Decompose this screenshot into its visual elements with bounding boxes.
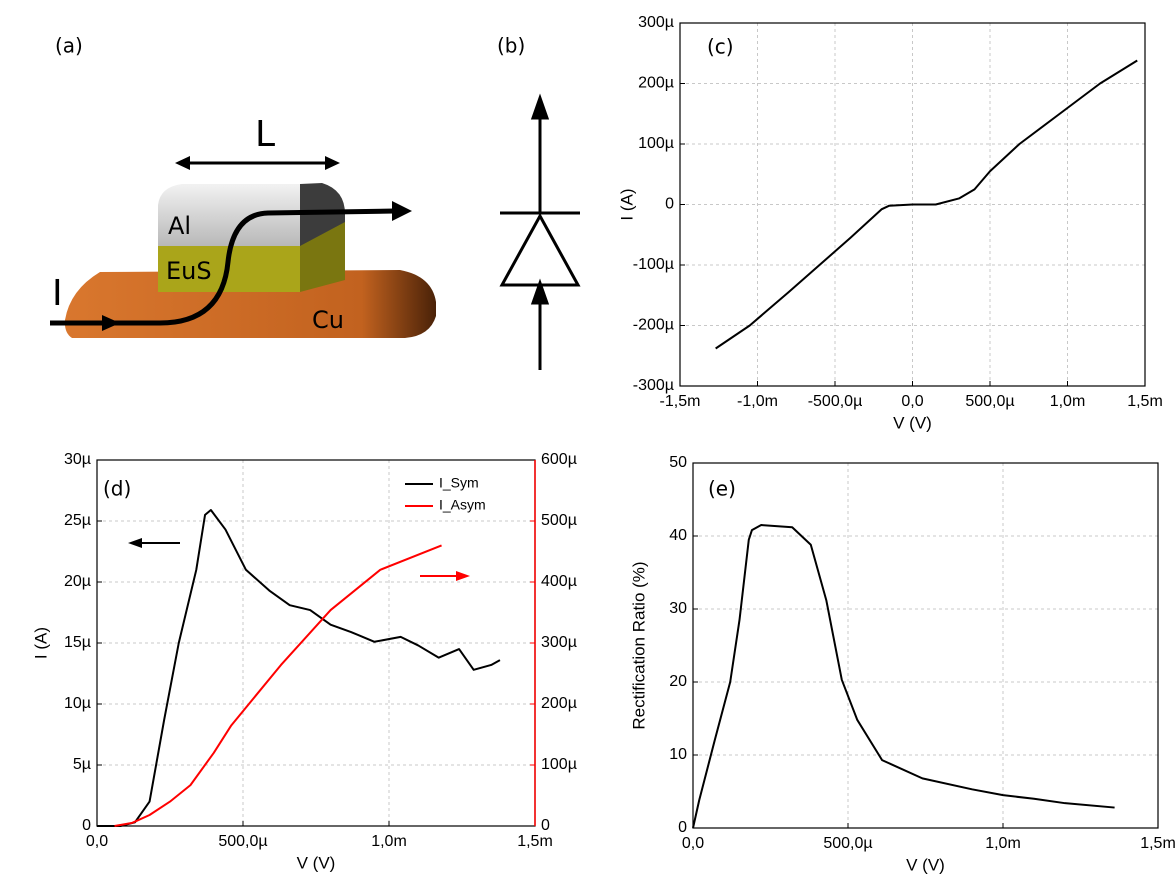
x-tick-label: 1,5m xyxy=(517,833,553,850)
y-tick-label: 0 xyxy=(665,196,674,213)
current-label: I xyxy=(52,273,63,314)
data-line xyxy=(715,59,1138,350)
layer-label: Al xyxy=(168,212,191,240)
x-axis-title: V (V) xyxy=(893,413,932,432)
layer-label: EuS xyxy=(166,257,212,285)
panel-label: (b) xyxy=(497,34,525,58)
y-tick-label: 300µ xyxy=(638,14,674,31)
y-tick-label: 200µ xyxy=(638,75,674,92)
y2-tick-label: 300µ xyxy=(541,634,577,651)
y-tick-label: 0 xyxy=(82,817,91,834)
data-line xyxy=(692,524,1115,829)
diode-symbol xyxy=(499,93,581,370)
y-tick-label: 15µ xyxy=(64,634,91,651)
x-tick-label: 0,0 xyxy=(901,393,923,410)
y-tick-label: 10 xyxy=(669,746,687,763)
plot-frame xyxy=(679,22,1146,387)
x-axis-title: V (V) xyxy=(297,853,336,872)
plot-frame xyxy=(692,462,1159,829)
y-tick-label: -100µ xyxy=(633,256,674,273)
y-tick-label: -200µ xyxy=(633,317,674,334)
x-tick-label: 1,5m xyxy=(1127,393,1163,410)
panel-label: (e) xyxy=(708,477,736,501)
y-tick-label: 20µ xyxy=(64,573,91,590)
y-axis-title: I (A) xyxy=(617,188,636,220)
legend-label: I_Sym xyxy=(439,475,479,491)
y-axis-title: I (A) xyxy=(31,627,50,659)
x-tick-label: 1,0m xyxy=(371,833,407,850)
y2-tick-label: 200µ xyxy=(541,695,577,712)
y2-tick-label: 400µ xyxy=(541,573,577,590)
y-tick-label: 5µ xyxy=(73,756,91,773)
y-tick-label: 50 xyxy=(669,454,687,471)
x-tick-label: 500,0µ xyxy=(965,393,1014,410)
y-tick-label: -300µ xyxy=(633,377,674,394)
x-tick-label: 1,0m xyxy=(985,835,1021,852)
y-tick-label: 25µ xyxy=(64,512,91,529)
x-tick-label: -1,0m xyxy=(737,393,778,410)
y-tick-label: 0 xyxy=(678,819,687,836)
x-axis-title: V (V) xyxy=(906,855,945,874)
x-tick-label: 1,5m xyxy=(1140,835,1176,852)
y-axis-title: Rectification Ratio (%) xyxy=(629,561,648,729)
y2-tick-label: 100µ xyxy=(541,756,577,773)
y-tick-label: 10µ xyxy=(64,695,91,712)
panel-label: (a) xyxy=(55,34,83,58)
panel-label: (c) xyxy=(707,35,734,59)
y-tick-label: 100µ xyxy=(638,135,674,152)
x-tick-label: -500,0µ xyxy=(808,393,863,410)
axis-arrows xyxy=(128,538,470,581)
y-tick-label: 30µ xyxy=(64,451,91,468)
y-tick-label: 40 xyxy=(669,527,687,544)
y2-tick-label: 500µ xyxy=(541,512,577,529)
panel-label: (d) xyxy=(103,477,131,501)
y-tick-label: 30 xyxy=(669,600,687,617)
x-tick-label: 500,0µ xyxy=(823,835,872,852)
y2-tick-label: 600µ xyxy=(541,451,577,468)
data-line xyxy=(114,544,442,827)
x-tick-label: 500,0µ xyxy=(218,833,267,850)
data-line xyxy=(97,509,501,827)
legend-label: I_Asym xyxy=(439,497,486,513)
x-tick-label: 0,0 xyxy=(682,835,704,852)
y2-tick-label: 0 xyxy=(541,817,550,834)
x-tick-label: 1,0m xyxy=(1050,393,1086,410)
x-tick-label: 0,0 xyxy=(86,833,108,850)
length-label: L xyxy=(255,114,275,155)
y-tick-label: 20 xyxy=(669,673,687,690)
x-tick-label: -1,5m xyxy=(660,393,701,410)
device-sketch xyxy=(50,156,436,338)
layer-label: Cu xyxy=(312,306,344,334)
